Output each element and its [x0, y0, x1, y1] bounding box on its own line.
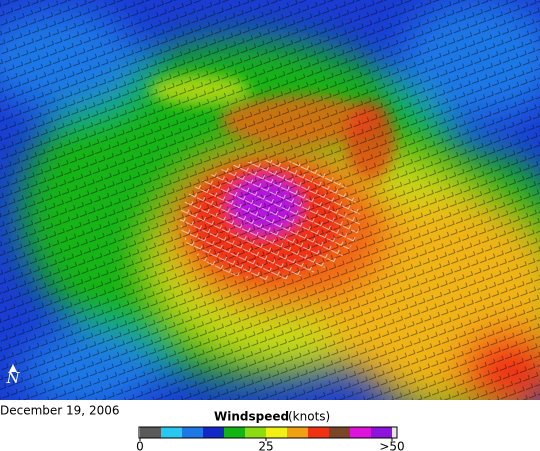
colorbar-end [392, 427, 397, 438]
colorbar-segment [245, 427, 267, 438]
date: December 19, 2006 [0, 404, 119, 418]
north-arrow [9, 364, 17, 372]
colorbar-segment [203, 427, 225, 438]
colorbar-segment [161, 427, 183, 438]
colorbar-segment [140, 427, 162, 438]
colorbar-segment [224, 427, 246, 438]
colorbar-segment [308, 427, 330, 438]
colorbar-segment [371, 427, 393, 438]
colorbar-tick-label: >50 [379, 440, 404, 451]
legend-title: Windspeed [214, 410, 289, 424]
colorbar-tick-label: 0 [136, 440, 144, 451]
colorbar-segment [287, 427, 309, 438]
colorbar-tick-label: 25 [258, 440, 273, 451]
colorbar-segment [266, 427, 288, 438]
wind-map: N [0, 0, 540, 400]
colorbar-segment [329, 427, 351, 438]
colorbar-segment [350, 427, 372, 438]
north-label: N [5, 369, 20, 387]
colorbar-segment [182, 427, 204, 438]
legend-unit: (knots) [288, 410, 330, 424]
colorbar-frame [138, 426, 398, 439]
